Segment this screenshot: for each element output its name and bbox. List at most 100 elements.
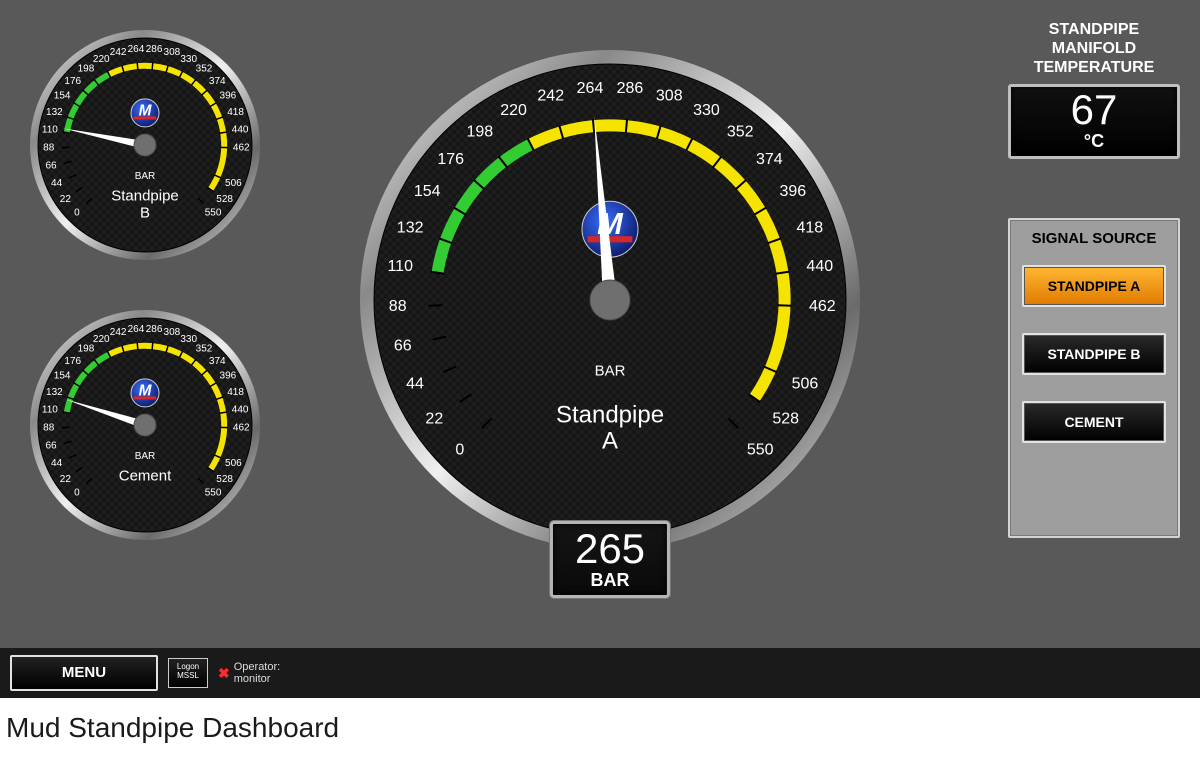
svg-text:110: 110 — [42, 405, 58, 416]
svg-text:374: 374 — [756, 151, 783, 168]
svg-text:198: 198 — [78, 344, 95, 355]
svg-text:110: 110 — [387, 258, 413, 275]
svg-text:132: 132 — [46, 387, 63, 398]
svg-text:BAR: BAR — [135, 171, 156, 182]
svg-text:396: 396 — [220, 91, 237, 102]
operator-block: ✖ Operator: monitor — [218, 661, 280, 685]
svg-text:22: 22 — [425, 411, 443, 428]
svg-text:440: 440 — [232, 125, 249, 136]
svg-text:264: 264 — [577, 80, 604, 97]
svg-text:0: 0 — [455, 441, 464, 458]
svg-text:154: 154 — [414, 183, 441, 200]
svg-text:BAR: BAR — [135, 451, 156, 462]
signal-source-button[interactable]: STANDPIPE A — [1022, 265, 1166, 307]
svg-text:440: 440 — [232, 405, 249, 416]
svg-text:88: 88 — [43, 423, 55, 434]
svg-text:352: 352 — [196, 64, 213, 75]
svg-text:198: 198 — [466, 123, 493, 140]
svg-text:374: 374 — [209, 356, 226, 367]
temperature-unit: °C — [1011, 131, 1177, 152]
temperature-readout: 67 °C — [1008, 84, 1180, 159]
svg-text:462: 462 — [233, 143, 250, 154]
svg-text:M: M — [139, 382, 153, 399]
svg-text:396: 396 — [779, 183, 806, 200]
svg-text:198: 198 — [78, 64, 95, 75]
svg-text:418: 418 — [796, 219, 823, 236]
dashboard-screen: 0224466881101321541761982202422642863083… — [0, 0, 1200, 698]
svg-text:Standpipe: Standpipe — [556, 402, 664, 429]
svg-text:462: 462 — [809, 298, 836, 315]
svg-text:242: 242 — [537, 87, 564, 104]
svg-text:396: 396 — [220, 371, 237, 382]
svg-text:M: M — [139, 102, 153, 119]
svg-text:0: 0 — [74, 488, 80, 499]
svg-text:242: 242 — [110, 327, 127, 338]
svg-text:220: 220 — [500, 102, 527, 119]
temperature-panel: STANDPIPE MANIFOLD TEMPERATURE 67 °C — [1008, 20, 1180, 159]
svg-text:B: B — [140, 205, 150, 222]
svg-text:528: 528 — [216, 474, 233, 485]
logon-line: MSSL — [169, 672, 207, 681]
svg-text:132: 132 — [397, 219, 424, 236]
svg-text:418: 418 — [227, 107, 244, 118]
svg-text:440: 440 — [806, 258, 833, 275]
logon-button[interactable]: Logon MSSL — [168, 658, 208, 688]
svg-text:220: 220 — [93, 54, 110, 65]
svg-text:BAR: BAR — [595, 363, 626, 380]
svg-text:176: 176 — [64, 76, 81, 87]
svg-text:374: 374 — [209, 76, 226, 87]
svg-text:462: 462 — [233, 423, 250, 434]
svg-text:308: 308 — [656, 87, 683, 104]
svg-text:22: 22 — [60, 474, 72, 485]
operator-label: Operator: — [234, 661, 280, 673]
svg-text:264: 264 — [128, 324, 145, 335]
readout-unit: BAR — [553, 570, 667, 595]
svg-text:Standpipe: Standpipe — [111, 188, 179, 205]
svg-text:286: 286 — [146, 324, 163, 335]
svg-text:132: 132 — [46, 107, 63, 118]
temp-header-line: MANIFOLD — [1008, 39, 1180, 58]
svg-text:550: 550 — [747, 441, 774, 458]
menu-button[interactable]: MENU — [10, 655, 158, 691]
svg-text:550: 550 — [205, 488, 222, 499]
svg-text:88: 88 — [389, 298, 407, 315]
signal-source-button[interactable]: CEMENT — [1022, 401, 1166, 443]
gauge-standpipe-b: 0224466881101321541761982202422642863083… — [30, 30, 260, 260]
svg-text:66: 66 — [45, 161, 57, 172]
gauge-cement: 0224466881101321541761982202422642863083… — [30, 310, 260, 540]
svg-text:352: 352 — [727, 123, 754, 140]
signal-source-button[interactable]: STANDPIPE B — [1022, 333, 1166, 375]
svg-text:88: 88 — [43, 143, 55, 154]
signal-source-title: SIGNAL SOURCE — [1022, 230, 1166, 247]
temp-header-line: TEMPERATURE — [1008, 58, 1180, 77]
signal-source-panel: SIGNAL SOURCE STANDPIPE A STANDPIPE B CEME… — [1008, 218, 1180, 538]
svg-text:506: 506 — [225, 178, 242, 189]
svg-text:528: 528 — [216, 194, 233, 205]
svg-text:506: 506 — [792, 376, 819, 393]
operator-value: monitor — [234, 673, 280, 685]
gauge-standpipe-a: 0224466881101321541761982202422642863083… — [360, 50, 860, 550]
svg-text:308: 308 — [164, 47, 181, 58]
svg-text:418: 418 — [227, 387, 244, 398]
svg-text:242: 242 — [110, 47, 127, 58]
svg-text:264: 264 — [128, 44, 145, 55]
svg-text:44: 44 — [51, 178, 63, 189]
svg-text:176: 176 — [64, 356, 81, 367]
svg-text:66: 66 — [45, 441, 57, 452]
temperature-value: 67 — [1011, 89, 1177, 131]
svg-text:110: 110 — [42, 125, 58, 136]
svg-text:352: 352 — [196, 344, 213, 355]
readout-value: 265 — [553, 524, 667, 570]
svg-text:528: 528 — [772, 411, 799, 428]
svg-text:44: 44 — [51, 458, 63, 469]
svg-text:220: 220 — [93, 334, 110, 345]
svg-text:154: 154 — [54, 91, 71, 102]
close-icon[interactable]: ✖ — [218, 665, 230, 682]
svg-text:Cement: Cement — [119, 468, 172, 485]
svg-text:66: 66 — [394, 338, 412, 355]
svg-text:308: 308 — [164, 327, 181, 338]
svg-text:A: A — [602, 428, 618, 455]
svg-text:176: 176 — [437, 151, 464, 168]
svg-text:22: 22 — [60, 194, 72, 205]
svg-text:506: 506 — [225, 458, 242, 469]
